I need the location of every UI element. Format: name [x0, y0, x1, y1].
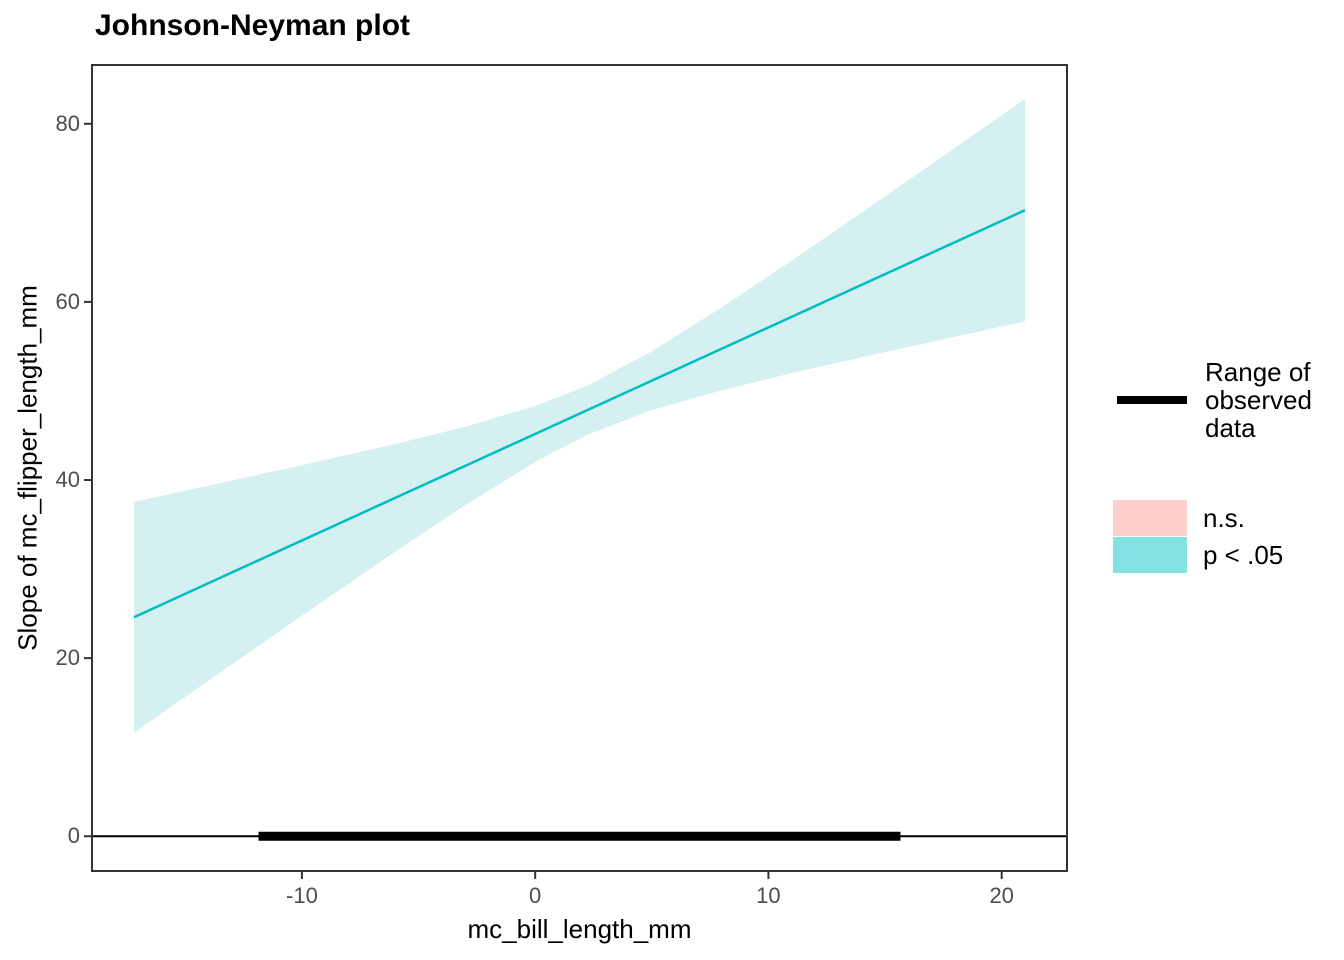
chart-title: Johnson-Neyman plot	[95, 9, 411, 42]
x-axis-title: mc_bill_length_mm	[467, 914, 692, 944]
x-tick-label: 20	[989, 883, 1014, 908]
ns-swatch-icon	[1113, 500, 1187, 536]
confidence-ribbon	[134, 99, 1025, 733]
y-tick-label: 0	[67, 823, 80, 849]
legend-sig-label: p < .05	[1203, 539, 1284, 570]
legend-ns-label: n.s.	[1203, 502, 1245, 533]
x-tick-label: 10	[756, 883, 781, 908]
y-axis-title: Slope of mc_flipper_length_mm	[12, 285, 43, 651]
x-tick-label: -10	[286, 883, 318, 908]
observed-range-key-icon	[1117, 396, 1187, 404]
x-tick-label: 0	[529, 883, 542, 908]
axis-tick-marks	[84, 122, 1003, 879]
legend-item-observed-range: Range of observed data	[1113, 358, 1338, 442]
legend-significance-group: n.s. p < .05	[1113, 500, 1338, 573]
slope-line	[133, 209, 1026, 619]
legend: Range of observed data n.s. p < .05	[1113, 358, 1338, 574]
legend-range-label: Range of observed data	[1205, 357, 1312, 443]
significant-swatch-icon	[1113, 537, 1187, 573]
panel-border	[91, 64, 1068, 872]
legend-item-ns: n.s.	[1113, 500, 1338, 536]
y-tick-label: 80	[55, 110, 80, 136]
y-tick-label: 60	[55, 288, 80, 314]
y-tick-label: 40	[55, 467, 80, 493]
legend-item-sig: p < .05	[1113, 537, 1338, 573]
y-tick-label: 20	[55, 645, 80, 671]
